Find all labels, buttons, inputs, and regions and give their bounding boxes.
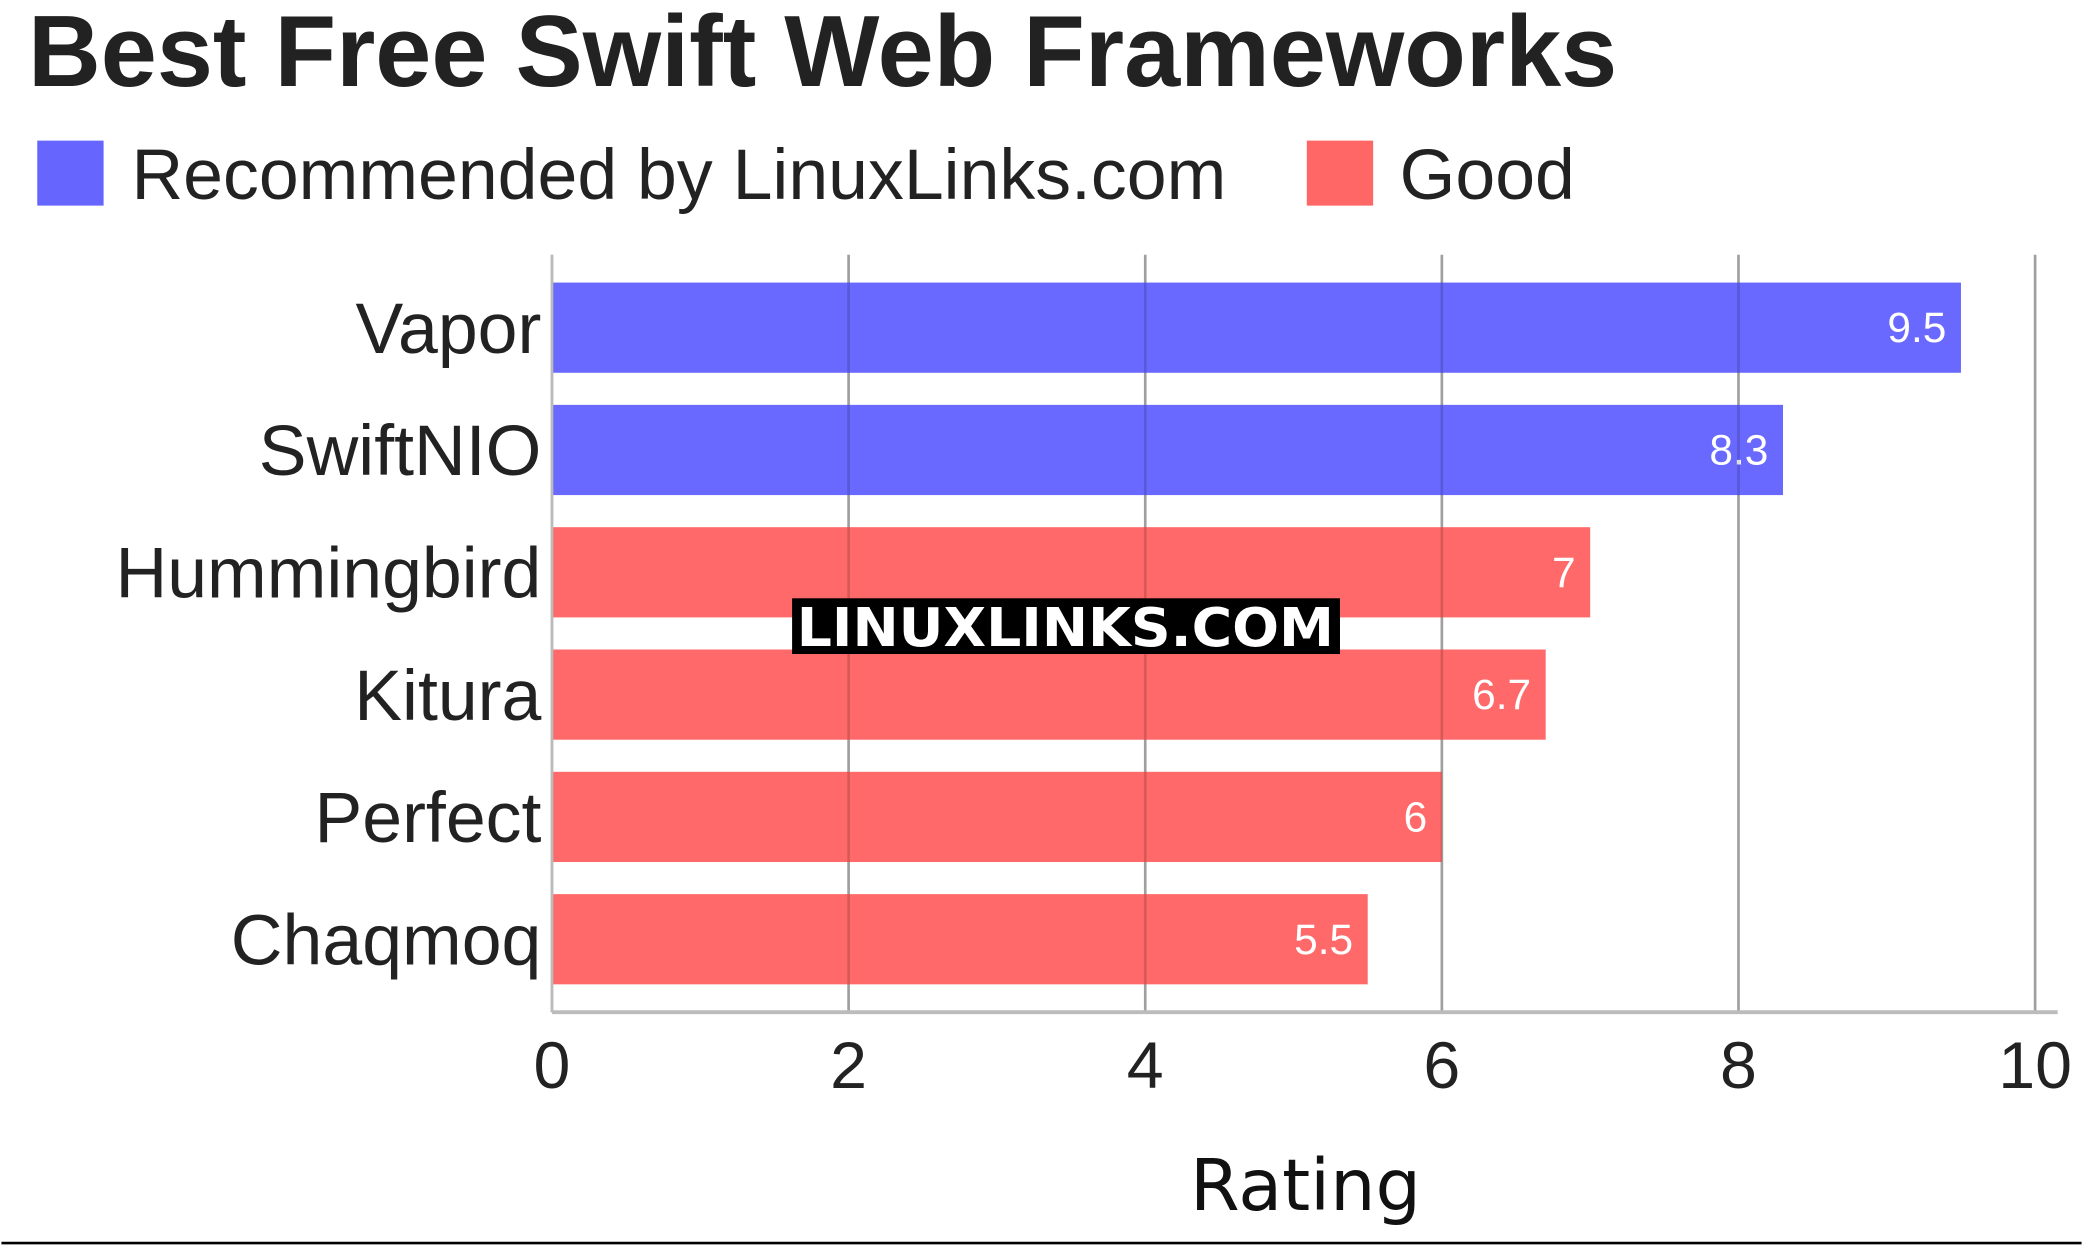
x-tick-label: 0	[534, 1029, 571, 1103]
axes: 0 2 4 6 8 10 Vapor SwiftNIO Hummingbird Kitura Per…	[115, 254, 2072, 1103]
data-label: 6.7	[1472, 671, 1531, 718]
legend-label-recommended: Recommended by LinuxLinks.com	[131, 135, 1226, 215]
legend-label-good: Good	[1400, 135, 1575, 215]
bar-swiftnio	[551, 404, 1783, 496]
y-category-label: Hummingbird	[115, 533, 541, 613]
watermark-box	[792, 598, 1340, 655]
x-axis-label: Rating	[1190, 1144, 1421, 1227]
y-category-label: Vapor	[356, 289, 542, 369]
data-label: 9.5	[1887, 304, 1946, 351]
x-tick-label: 2	[830, 1029, 867, 1103]
watermark: LINUXLINKS.COM	[792, 597, 1340, 659]
legend: Recommended by LinuxLinks.com Good	[37, 135, 1575, 215]
bar-perfect	[551, 771, 1442, 863]
data-label: 7	[1552, 549, 1576, 596]
x-tick-label: 4	[1127, 1029, 1164, 1103]
data-label: 5.5	[1294, 916, 1353, 963]
y-category-label: Kitura	[354, 656, 541, 736]
watermark-text: LINUXLINKS.COM	[797, 597, 1334, 659]
data-label: 8.3	[1709, 427, 1768, 474]
x-tick-label: 8	[1720, 1029, 1757, 1103]
y-category-label: Perfect	[314, 778, 541, 858]
legend-swatch-good	[1306, 140, 1374, 206]
y-category-label: SwiftNIO	[259, 411, 542, 491]
bar-kitura	[551, 649, 1546, 740]
x-tick-label: 6	[1423, 1029, 1460, 1103]
bars: 9.5 8.3 7 6.7 6 5.5	[551, 254, 2037, 1013]
legend-swatch-recommended	[37, 140, 104, 206]
bar-chaqmoq	[551, 894, 1368, 985]
data-label: 6	[1404, 794, 1428, 841]
chart-title: Best Free Swift Web Frameworks	[28, 0, 1617, 108]
y-category-label: Chaqmoq	[231, 900, 542, 980]
bar-vapor	[551, 282, 1961, 373]
x-tick-label: 10	[1998, 1029, 2072, 1103]
